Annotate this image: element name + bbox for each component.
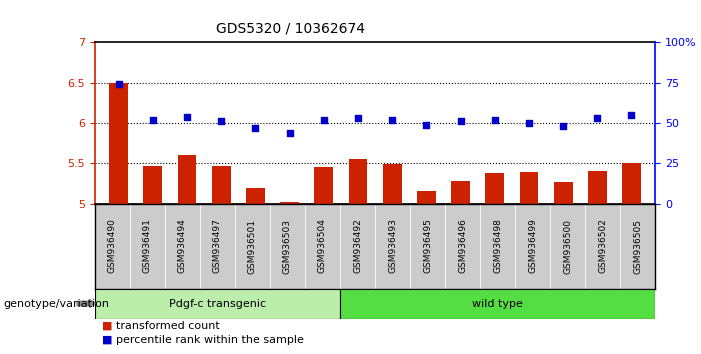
Text: GSM936501: GSM936501 — [248, 218, 257, 274]
Text: Pdgf-c transgenic: Pdgf-c transgenic — [169, 298, 266, 309]
Point — [592, 115, 603, 121]
Bar — [340, 289, 655, 319]
Text: GSM936491: GSM936491 — [143, 218, 151, 274]
Bar — [348, 159, 367, 204]
Text: GDS5320 / 10362674: GDS5320 / 10362674 — [217, 21, 365, 35]
Text: GSM936500: GSM936500 — [564, 218, 572, 274]
Bar — [588, 171, 606, 204]
Bar — [383, 164, 402, 204]
Bar — [622, 163, 641, 204]
Point — [455, 119, 466, 124]
Text: GSM936492: GSM936492 — [353, 219, 362, 273]
Text: GSM936490: GSM936490 — [108, 218, 116, 274]
Text: ■: ■ — [102, 321, 112, 331]
Text: GSM936502: GSM936502 — [599, 218, 607, 274]
Text: wild type: wild type — [472, 298, 523, 309]
Bar — [177, 155, 196, 204]
Text: percentile rank within the sample: percentile rank within the sample — [116, 335, 304, 345]
Point — [182, 114, 193, 119]
Bar — [212, 166, 231, 204]
Text: GSM936499: GSM936499 — [529, 218, 537, 274]
Bar — [485, 173, 504, 204]
Text: GSM936494: GSM936494 — [178, 219, 186, 273]
Bar — [144, 166, 162, 204]
Bar — [246, 188, 265, 204]
Bar — [451, 181, 470, 204]
Text: transformed count: transformed count — [116, 321, 219, 331]
Text: genotype/variation: genotype/variation — [4, 298, 109, 309]
Bar — [95, 289, 340, 319]
Point — [284, 130, 295, 136]
Text: GSM936498: GSM936498 — [494, 218, 502, 274]
Text: GSM936497: GSM936497 — [213, 218, 222, 274]
Point — [215, 119, 226, 124]
Bar — [280, 202, 299, 204]
Point — [524, 120, 535, 126]
Point — [318, 117, 329, 122]
Bar — [519, 172, 538, 204]
Point — [250, 125, 261, 131]
Text: GSM936496: GSM936496 — [458, 218, 467, 274]
Bar — [109, 83, 128, 204]
Point — [421, 122, 432, 127]
Text: GSM936493: GSM936493 — [388, 218, 397, 274]
Point — [386, 117, 397, 122]
Point — [557, 124, 569, 129]
Text: GSM936495: GSM936495 — [423, 218, 432, 274]
Bar — [314, 166, 333, 204]
Text: GSM936503: GSM936503 — [283, 218, 292, 274]
Bar — [417, 192, 436, 204]
Text: ■: ■ — [102, 335, 112, 345]
Bar — [554, 182, 573, 204]
Point — [147, 117, 158, 122]
Point — [353, 115, 364, 121]
Point — [113, 81, 124, 87]
Point — [489, 117, 501, 122]
Point — [626, 112, 637, 118]
Text: GSM936504: GSM936504 — [318, 218, 327, 274]
Text: GSM936505: GSM936505 — [634, 218, 642, 274]
